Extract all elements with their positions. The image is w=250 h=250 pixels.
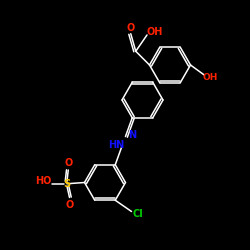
Text: HN: HN bbox=[108, 140, 124, 150]
Text: HO: HO bbox=[35, 176, 51, 186]
Text: OH: OH bbox=[147, 28, 163, 38]
Text: S: S bbox=[64, 179, 70, 189]
Text: O: O bbox=[65, 200, 74, 209]
Text: Cl: Cl bbox=[132, 209, 143, 219]
Text: OH: OH bbox=[203, 72, 218, 82]
Text: O: O bbox=[64, 158, 72, 168]
Text: O: O bbox=[127, 23, 135, 33]
Text: N: N bbox=[128, 130, 136, 140]
